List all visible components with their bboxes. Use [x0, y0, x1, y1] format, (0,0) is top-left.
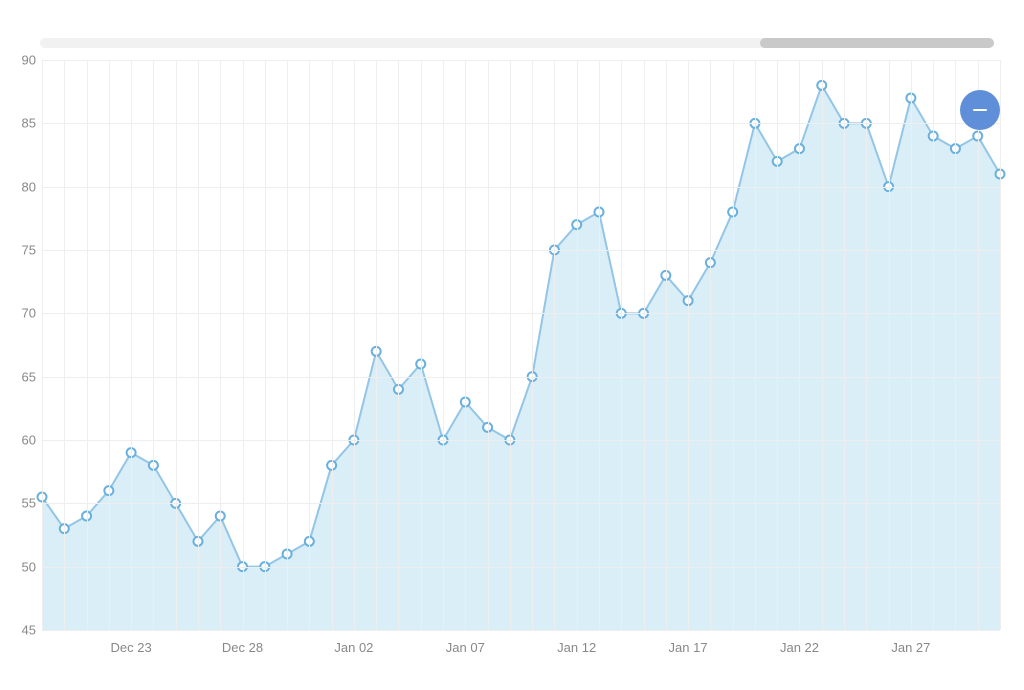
x-axis-tick-label: Jan 02 [334, 640, 373, 655]
gridline-vertical [532, 60, 533, 630]
y-axis-tick-label: 90 [8, 53, 36, 68]
gridline-vertical [554, 60, 555, 630]
x-axis-tick-label: Dec 28 [222, 640, 263, 655]
gridline-vertical [176, 60, 177, 630]
gridline-vertical [755, 60, 756, 630]
gridline-vertical [354, 60, 355, 630]
gridline-vertical [733, 60, 734, 630]
gridline-vertical [265, 60, 266, 630]
gridline-vertical [688, 60, 689, 630]
gridline-vertical [42, 60, 43, 630]
y-axis-tick-label: 65 [8, 369, 36, 384]
x-axis-tick-label: Jan 22 [780, 640, 819, 655]
gridline-vertical [822, 60, 823, 630]
gridline-horizontal [42, 503, 1000, 504]
chart-canvas [42, 60, 1000, 630]
gridline-vertical [777, 60, 778, 630]
gridline-vertical [866, 60, 867, 630]
gridline-horizontal [42, 187, 1000, 188]
gridline-vertical [109, 60, 110, 630]
gridline-vertical [1000, 60, 1001, 630]
gridline-vertical [443, 60, 444, 630]
gridline-horizontal [42, 567, 1000, 568]
y-axis-tick-label: 80 [8, 179, 36, 194]
x-axis-tick-label: Jan 27 [891, 640, 930, 655]
range-scrubber-thumb[interactable] [760, 38, 994, 48]
x-axis-tick-label: Dec 23 [111, 640, 152, 655]
x-axis-tick-label: Jan 07 [446, 640, 485, 655]
gridline-vertical [287, 60, 288, 630]
series-area-fill [42, 85, 1000, 630]
time-series-chart: 45 50 55 60 65 70 75 80 85 90 Dec 23 Dec 28 Jan 02 Ja… [0, 0, 1024, 690]
plot-area [42, 60, 1000, 630]
y-axis-tick-label: 55 [8, 496, 36, 511]
gridline-vertical [799, 60, 800, 630]
gridline-vertical [911, 60, 912, 630]
gridline-vertical [577, 60, 578, 630]
gridline-vertical [889, 60, 890, 630]
gridline-vertical [220, 60, 221, 630]
line-icon [973, 109, 987, 111]
y-axis-tick-label: 45 [8, 623, 36, 638]
gridline-horizontal [42, 60, 1000, 61]
gridline-vertical [955, 60, 956, 630]
gridline-vertical [599, 60, 600, 630]
gridline-horizontal [42, 440, 1000, 441]
y-axis-tick-label: 85 [8, 116, 36, 131]
gridline-vertical [243, 60, 244, 630]
gridline-vertical [666, 60, 667, 630]
gridline-vertical [376, 60, 377, 630]
y-axis-tick-label: 60 [8, 433, 36, 448]
gridline-vertical [621, 60, 622, 630]
gridline-vertical [710, 60, 711, 630]
gridline-horizontal [42, 123, 1000, 124]
gridline-vertical [309, 60, 310, 630]
gridline-vertical [488, 60, 489, 630]
gridline-vertical [978, 60, 979, 630]
y-axis-tick-label: 70 [8, 306, 36, 321]
x-axis-tick-label: Jan 17 [669, 640, 708, 655]
gridline-vertical [644, 60, 645, 630]
gridline-vertical [87, 60, 88, 630]
y-axis-tick-label: 50 [8, 559, 36, 574]
x-axis-tick-label: Jan 12 [557, 640, 596, 655]
gridline-vertical [332, 60, 333, 630]
gridline-horizontal [42, 630, 1000, 631]
gridline-vertical [153, 60, 154, 630]
gridline-vertical [933, 60, 934, 630]
gridline-vertical [131, 60, 132, 630]
gridline-horizontal [42, 250, 1000, 251]
series-legend-icon[interactable] [960, 90, 1000, 130]
gridline-vertical [465, 60, 466, 630]
gridline-horizontal [42, 377, 1000, 378]
gridline-vertical [398, 60, 399, 630]
gridline-vertical [510, 60, 511, 630]
gridline-vertical [198, 60, 199, 630]
gridline-vertical [421, 60, 422, 630]
gridline-vertical [64, 60, 65, 630]
gridline-horizontal [42, 313, 1000, 314]
gridline-vertical [844, 60, 845, 630]
y-axis-tick-label: 75 [8, 243, 36, 258]
